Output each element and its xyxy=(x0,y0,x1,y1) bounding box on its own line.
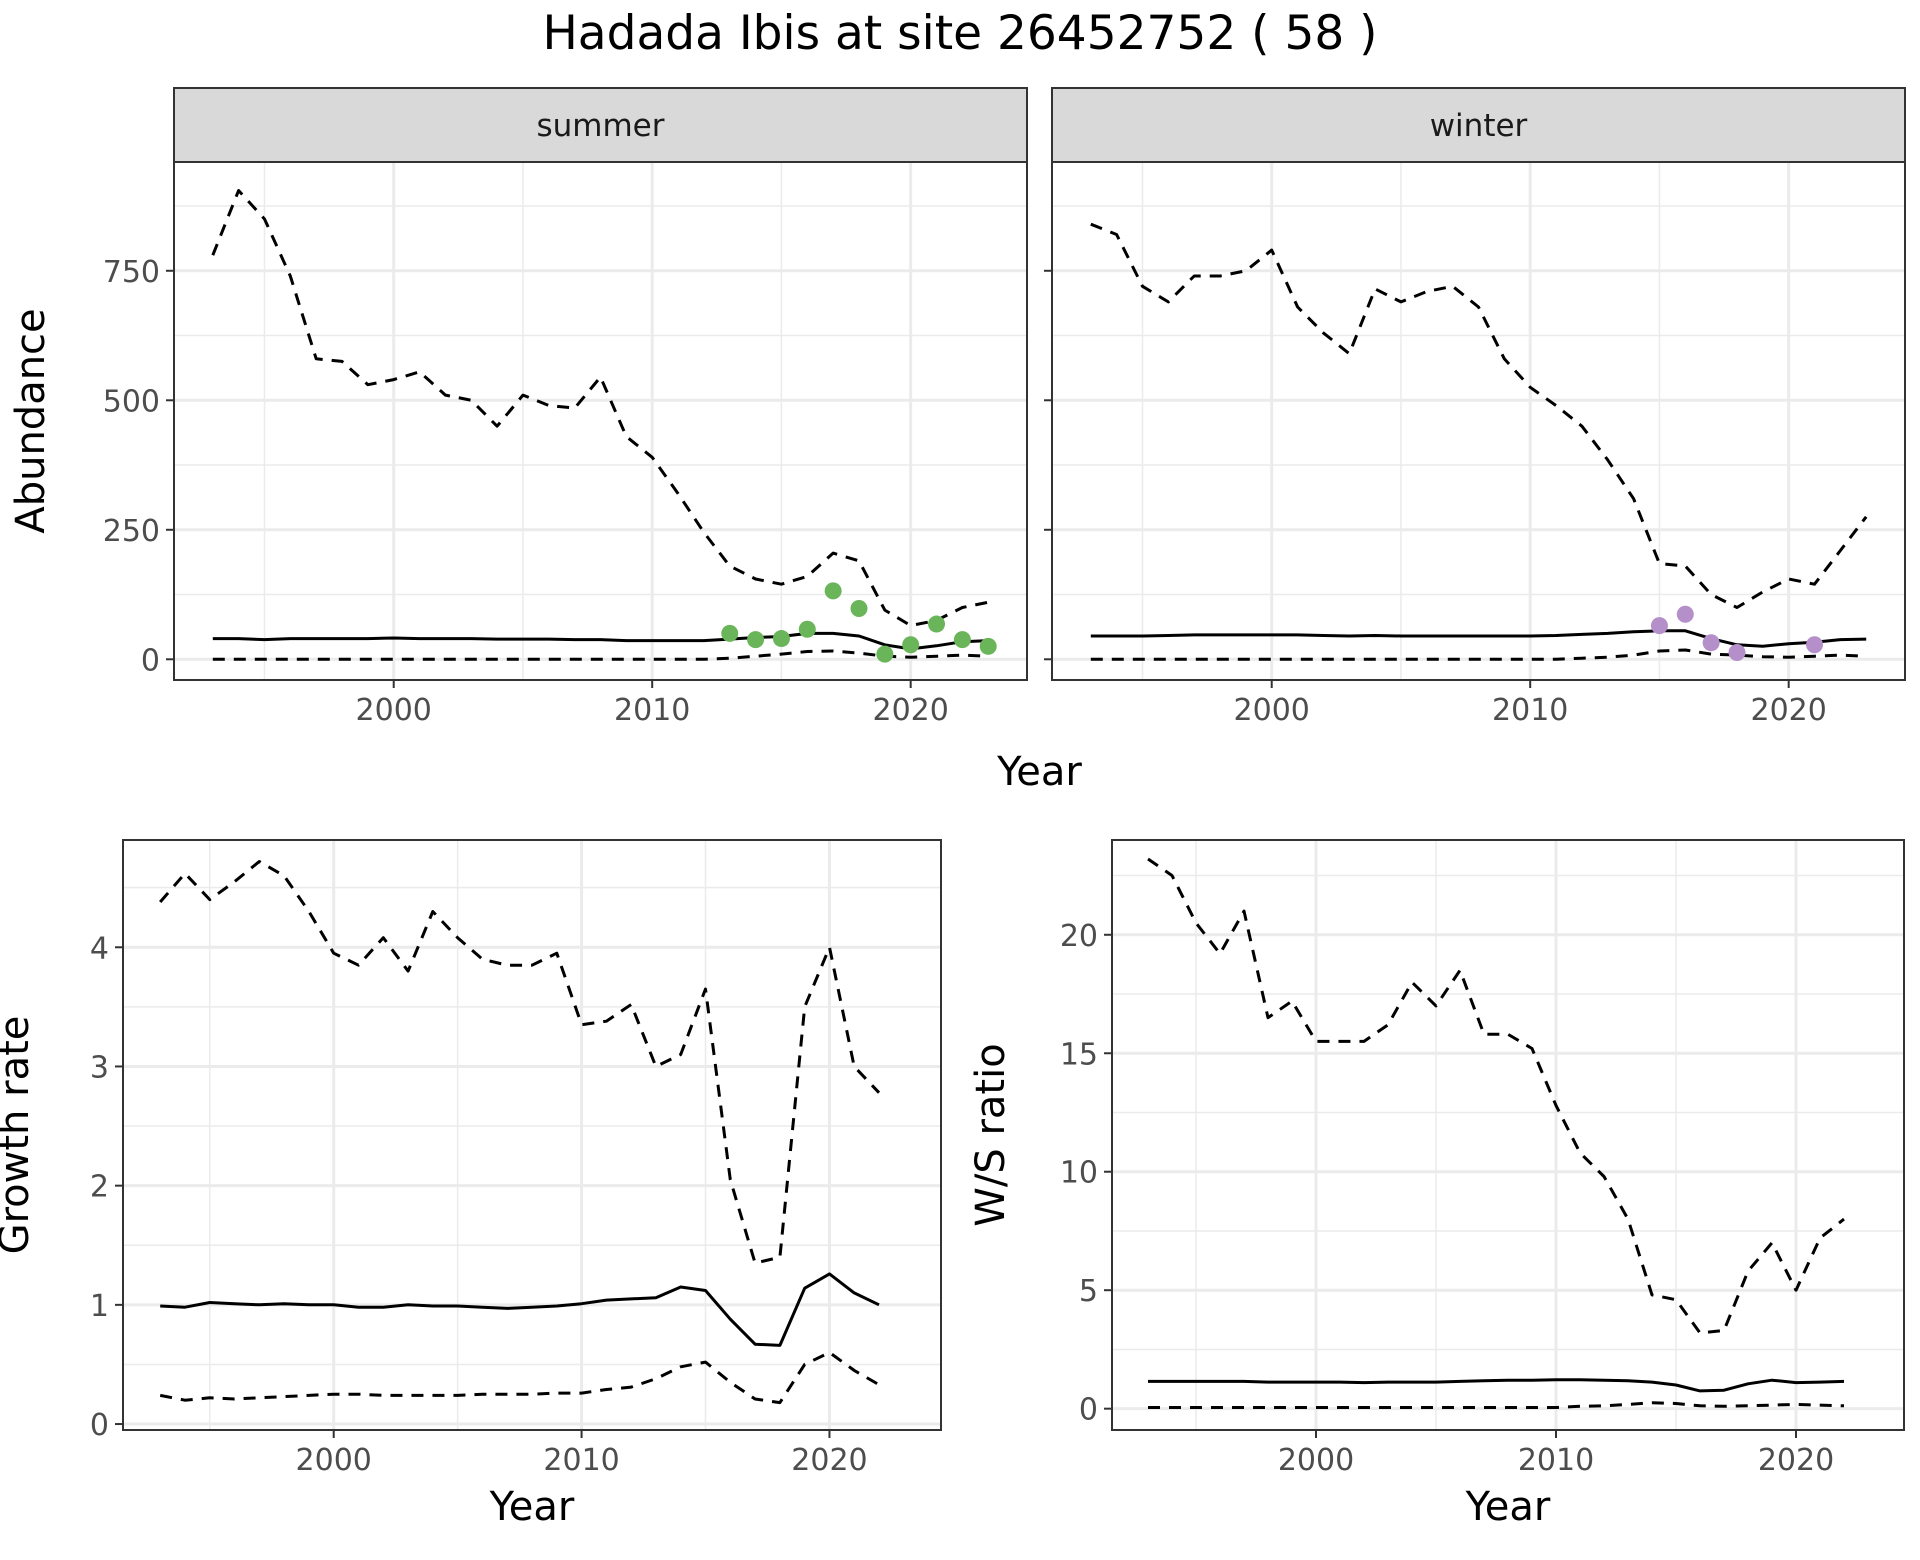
y-tick-label: 500 xyxy=(103,384,160,419)
facet-strip xyxy=(173,87,1028,163)
data-point xyxy=(1702,634,1720,652)
data-point xyxy=(953,631,971,649)
data-point xyxy=(902,636,920,654)
lower-bound-line xyxy=(1090,648,1867,661)
x-tick-label: 2000 xyxy=(1278,1443,1354,1478)
data-point xyxy=(721,624,739,642)
plot-background xyxy=(123,840,941,1430)
y-tick-label: 0 xyxy=(90,1408,109,1443)
x-tick-label: 2020 xyxy=(791,1443,867,1478)
data-point xyxy=(1728,644,1746,662)
plot-background xyxy=(1052,162,1905,680)
x-axis-title-shared: Year xyxy=(996,749,1082,795)
facet-strip xyxy=(1051,87,1906,163)
upper-bound-line xyxy=(1090,222,1868,609)
x-tick-label: 2010 xyxy=(1518,1443,1594,1478)
facet-label-winter: winter xyxy=(1430,108,1528,144)
x-tick-label: 2020 xyxy=(1758,1443,1834,1478)
y-tick-label: 0 xyxy=(1079,1393,1098,1428)
y-tick-label: 15 xyxy=(1060,1037,1098,1072)
x-tick-label: 2010 xyxy=(614,693,690,728)
data-point xyxy=(1650,617,1668,635)
plot-background xyxy=(1112,840,1904,1430)
lower-bound-line xyxy=(212,649,989,661)
x-tick-label: 2000 xyxy=(1234,693,1310,728)
x-tick-label: 2000 xyxy=(296,1443,372,1478)
page-title: Hadada Ibis at site 26452752 ( 58 ) xyxy=(542,6,1378,61)
data-point xyxy=(1676,605,1694,623)
y-tick-label: 3 xyxy=(90,1050,109,1085)
plot-background xyxy=(174,162,1027,680)
y-tick-label: 1 xyxy=(90,1289,109,1324)
data-point xyxy=(772,630,790,648)
mean-line xyxy=(1148,1378,1845,1393)
x-tick-label: 2020 xyxy=(1751,693,1827,728)
y-axis-title: W/S ratio xyxy=(968,1043,1014,1226)
facet-label-summer: summer xyxy=(536,108,664,144)
data-point xyxy=(824,582,842,600)
y-axis-title: Abundance xyxy=(8,308,54,533)
y-tick-label: 250 xyxy=(103,514,160,549)
data-point xyxy=(798,620,816,638)
x-tick-label: 2010 xyxy=(543,1443,619,1478)
upper-bound-line xyxy=(159,860,881,1265)
x-tick-label: 2020 xyxy=(873,693,949,728)
y-tick-label: 10 xyxy=(1060,1156,1098,1191)
panel-border xyxy=(1111,839,1905,1431)
y-tick-label: 4 xyxy=(90,931,109,966)
mean-line xyxy=(160,1272,880,1347)
data-point xyxy=(850,600,868,618)
x-axis-title: Year xyxy=(1465,1484,1551,1530)
upper-bound-line xyxy=(1147,857,1845,1335)
panel-border xyxy=(122,839,942,1431)
x-tick-label: 2010 xyxy=(1492,693,1568,728)
lower-bound-line xyxy=(159,1351,880,1405)
y-tick-label: 5 xyxy=(1079,1274,1098,1309)
y-tick-label: 2 xyxy=(90,1170,109,1205)
data-point xyxy=(747,631,765,649)
lower-bound-line xyxy=(1148,1401,1845,1409)
data-point xyxy=(979,637,997,655)
y-tick-label: 750 xyxy=(103,255,160,290)
y-axis-title: Growth rate xyxy=(0,1016,38,1255)
data-point xyxy=(928,615,946,633)
x-axis-title: Year xyxy=(489,1484,575,1530)
y-tick-label: 20 xyxy=(1060,919,1098,954)
y-tick-label: 0 xyxy=(141,643,160,678)
data-point xyxy=(1806,636,1824,654)
mean-line xyxy=(212,631,989,651)
upper-bound-line xyxy=(211,189,989,628)
data-point xyxy=(876,645,894,663)
x-tick-label: 2000 xyxy=(356,693,432,728)
